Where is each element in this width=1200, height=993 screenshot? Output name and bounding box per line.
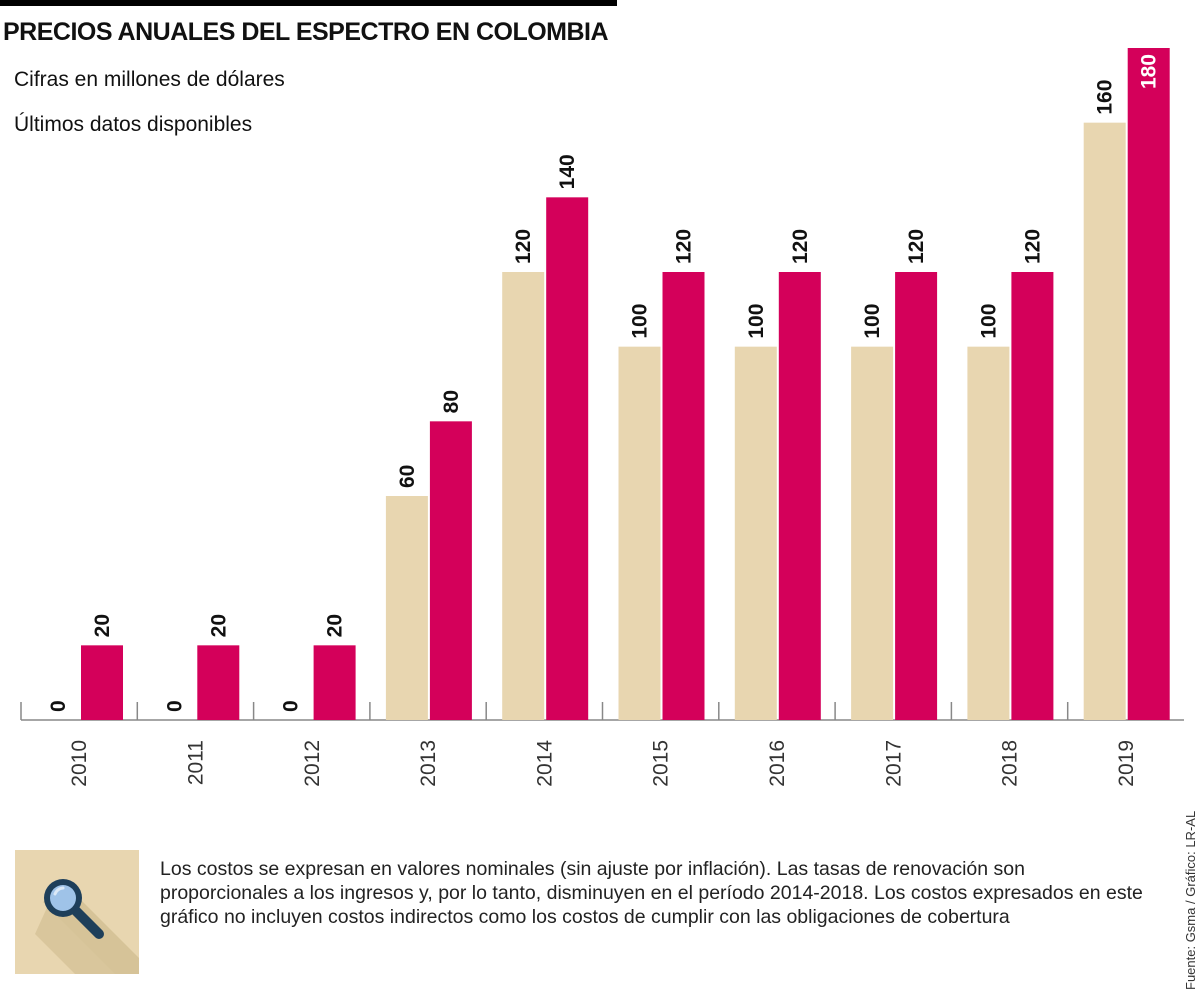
data-label: 160 — [1094, 80, 1117, 115]
bar-b — [1011, 272, 1054, 720]
data-label: 60 — [396, 465, 419, 488]
data-label: 120 — [905, 229, 928, 264]
bar-b — [546, 197, 589, 721]
chart-subtitle-units: Cifras en millones de dólares — [14, 68, 285, 91]
bar-b — [1127, 48, 1170, 720]
x-tick-label: 2011 — [184, 740, 207, 785]
bar-a — [502, 272, 545, 720]
top-rule — [0, 0, 617, 6]
bar-a — [851, 346, 894, 720]
x-tick-label: 2010 — [68, 740, 91, 787]
bar-a — [967, 346, 1010, 720]
data-label: 0 — [280, 700, 303, 712]
data-label: 120 — [789, 229, 812, 264]
bar-b — [778, 272, 821, 720]
data-label: 180 — [1138, 54, 1161, 89]
data-label: 20 — [91, 614, 114, 637]
data-label: 100 — [977, 304, 1000, 339]
bar-a — [1083, 122, 1126, 720]
x-tick-label: 2013 — [417, 740, 440, 787]
x-tick-label: 2018 — [999, 740, 1022, 787]
data-label: 100 — [629, 304, 652, 339]
data-label: 140 — [556, 154, 579, 189]
data-label: 120 — [1021, 229, 1044, 264]
bar-a — [618, 346, 661, 720]
x-tick-label: 2016 — [766, 740, 789, 787]
note-icon-box — [15, 850, 139, 974]
bar-b — [662, 272, 705, 720]
data-label: 120 — [673, 229, 696, 264]
data-label: 20 — [207, 614, 230, 637]
source-credit: Fuente: Gsma / Gráfico: LR-AL — [1183, 810, 1198, 990]
x-tick-label: 2012 — [301, 740, 324, 787]
bar-b — [81, 645, 123, 720]
x-tick-label: 2015 — [650, 740, 673, 787]
bar-b — [313, 645, 356, 720]
x-tick-label: 2014 — [533, 740, 556, 787]
note-text: Los costos se expresan en valores nomina… — [160, 858, 1143, 928]
magnifier-icon — [35, 879, 139, 974]
bar-b — [429, 421, 472, 720]
data-label: 0 — [47, 700, 70, 712]
data-label: 120 — [512, 229, 535, 264]
x-tick-label: 2019 — [1115, 740, 1138, 787]
bar-a — [385, 496, 428, 720]
data-label: 100 — [745, 304, 768, 339]
data-label: 20 — [324, 614, 347, 637]
bar-a — [734, 346, 777, 720]
bar-b — [895, 272, 938, 720]
data-label: 0 — [163, 700, 186, 712]
data-label: 80 — [440, 390, 463, 413]
chart-title: PRECIOS ANUALES DEL ESPECTRO EN COLOMBIA — [3, 18, 609, 46]
x-tick-label: 2017 — [882, 740, 905, 787]
chart-subtitle-data: Últimos datos disponibles — [14, 113, 253, 136]
bar-chart: 2010 0 20 2011 0 20 2012 0 20 2013 60 80 2014 120 140 2… — [20, 48, 1184, 787]
data-label: 100 — [861, 304, 884, 339]
bar-b — [197, 645, 240, 720]
